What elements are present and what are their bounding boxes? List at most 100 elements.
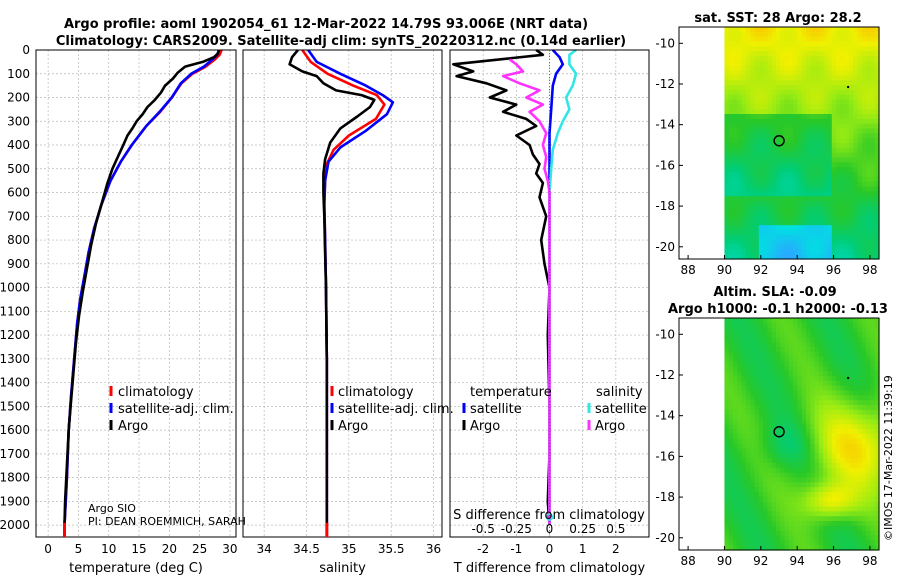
map-cell: [724, 318, 730, 324]
map-cell: [788, 176, 794, 183]
map-cell: [775, 322, 781, 329]
map-cell: [810, 220, 816, 226]
map-cell: [818, 225, 824, 231]
map-cell: [810, 424, 816, 430]
map-cell: [827, 191, 833, 197]
map-cell: [874, 225, 880, 231]
map-cell: [797, 409, 803, 416]
map-cell: [874, 196, 880, 202]
map-cell: [775, 99, 781, 105]
map-cell: [745, 36, 751, 43]
map-cell: [818, 85, 824, 91]
map-cell: [840, 80, 846, 86]
map-cell: [767, 46, 773, 52]
map-cell: [788, 501, 794, 508]
map-cell: [763, 176, 768, 183]
map-cell: [775, 356, 781, 363]
map-cell: [758, 380, 764, 387]
map-cell: [771, 496, 777, 503]
map-cell: [870, 191, 876, 197]
map-cell: [745, 201, 751, 207]
map-cell: [810, 99, 816, 105]
map-cell: [788, 172, 794, 178]
map-cell: [741, 167, 747, 173]
map-cell: [836, 234, 841, 241]
map-cell: [771, 405, 777, 411]
map-cell: [763, 123, 768, 130]
map-cell: [870, 429, 876, 435]
map-cell: [733, 400, 738, 406]
map-cell: [750, 89, 756, 96]
map-cell: [758, 191, 764, 197]
map-cell: [866, 506, 872, 512]
map-cell: [814, 41, 820, 47]
map-cell: [823, 322, 829, 329]
map-cell: [831, 31, 837, 38]
map-cell: [827, 128, 833, 134]
map-cell: [767, 147, 773, 154]
map-cell: [745, 138, 751, 144]
map-cell: [857, 36, 863, 43]
map-cell: [784, 225, 790, 231]
map-cell: [767, 467, 773, 474]
map-cell: [737, 46, 743, 52]
map-cell: [836, 351, 841, 358]
map-cell: [724, 46, 730, 52]
map-cell: [814, 230, 820, 236]
map-cell: [797, 448, 803, 454]
map-cell: [788, 60, 794, 67]
map-cell: [793, 366, 799, 372]
map-cell: [728, 239, 734, 246]
map-cell: [741, 138, 747, 144]
map-cell: [750, 501, 756, 508]
map-cell: [788, 424, 794, 430]
map-cell: [844, 322, 850, 329]
top-tick-label: 0: [546, 522, 554, 536]
x-tick-label: 35: [341, 542, 356, 556]
map-cell: [780, 196, 786, 202]
map-cell: [801, 409, 807, 416]
map-cell: [767, 366, 773, 372]
map-cell: [758, 356, 764, 363]
map-cell: [754, 458, 760, 464]
map-cell: [763, 395, 768, 401]
map-cell: [831, 191, 837, 197]
map-cell: [818, 540, 824, 546]
map-cell: [874, 70, 880, 76]
map-cell: [861, 409, 867, 416]
map-cell: [806, 234, 811, 241]
map-cell: [758, 492, 764, 498]
map-cell: [836, 342, 841, 348]
map-cell: [818, 118, 824, 125]
map-cell: [724, 463, 730, 469]
map-cell: [874, 109, 880, 115]
map-cell: [848, 487, 854, 493]
small-dot-marker: [846, 85, 850, 89]
map-cell: [844, 230, 850, 236]
map-cell: [750, 318, 756, 324]
map-cell: [754, 114, 760, 120]
map-cell: [737, 109, 743, 115]
map-cell: [823, 376, 829, 382]
map-cell: [771, 230, 777, 236]
map-cell: [780, 244, 786, 250]
map-y-tick-label: -12: [655, 77, 675, 91]
map-cell: [818, 318, 824, 324]
map-cell: [823, 525, 829, 532]
map-cell: [848, 65, 854, 72]
map-cell: [724, 94, 730, 101]
map-cell: [737, 172, 743, 178]
map-x-tick-label: 92: [753, 263, 768, 277]
map-cell: [784, 162, 790, 168]
map-cell: [806, 467, 811, 474]
map-cell: [741, 405, 747, 411]
map-cell: [810, 429, 816, 435]
map-cell: [836, 472, 841, 479]
map-cell: [741, 201, 747, 207]
map-cell: [771, 492, 777, 498]
map-cell: [861, 65, 867, 72]
map-cell: [797, 472, 803, 479]
map-cell: [797, 181, 803, 188]
map-cell: [857, 152, 863, 159]
map-cell: [823, 143, 829, 149]
